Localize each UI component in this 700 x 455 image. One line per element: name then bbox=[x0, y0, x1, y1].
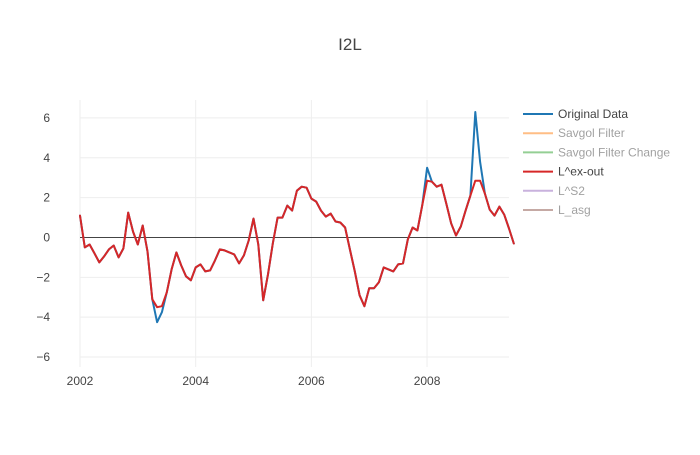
y-tick-label: 0 bbox=[43, 230, 50, 244]
legend-item-savgol-filter[interactable]: Savgol Filter bbox=[523, 126, 625, 140]
y-tick-label: 2 bbox=[43, 191, 50, 205]
grid-layer bbox=[79, 100, 509, 367]
legend-label: L^S2 bbox=[558, 184, 585, 198]
series-line-l-ex-out bbox=[79, 179, 515, 309]
legend-label: Savgol Filter Change bbox=[558, 145, 670, 159]
y-axis-ticks: −6 −4 −2 0 2 4 6 bbox=[36, 111, 50, 364]
x-axis-ticks: 2002 2004 2006 2008 bbox=[67, 374, 441, 388]
x-tick-label: 2002 bbox=[67, 374, 94, 388]
legend-item-l-s2[interactable]: L^S2 bbox=[523, 184, 585, 198]
legend-item-savgol-filter-change[interactable]: Savgol Filter Change bbox=[523, 145, 670, 159]
y-tick-label: 4 bbox=[43, 151, 50, 165]
x-tick-label: 2006 bbox=[298, 374, 325, 388]
legend-label: L_asg bbox=[558, 203, 591, 217]
y-tick-label: −6 bbox=[36, 350, 50, 364]
chart-title: I2L bbox=[338, 35, 362, 54]
legend-item-l-asg[interactable]: L_asg bbox=[523, 203, 591, 217]
x-tick-label: 2004 bbox=[182, 374, 209, 388]
legend[interactable]: Original Data Savgol Filter Savgol Filter … bbox=[523, 107, 670, 217]
legend-label: Original Data bbox=[558, 107, 628, 121]
legend-item-l-ex-out[interactable]: L^ex-out bbox=[523, 165, 604, 179]
y-tick-label: −2 bbox=[36, 270, 50, 284]
legend-label: Savgol Filter bbox=[558, 126, 625, 140]
legend-label: L^ex-out bbox=[558, 165, 604, 179]
legend-item-original-data[interactable]: Original Data bbox=[523, 107, 628, 121]
x-tick-label: 2008 bbox=[414, 374, 441, 388]
y-tick-label: 6 bbox=[43, 111, 50, 125]
y-tick-label: −4 bbox=[36, 310, 50, 324]
series-layer bbox=[79, 111, 515, 324]
